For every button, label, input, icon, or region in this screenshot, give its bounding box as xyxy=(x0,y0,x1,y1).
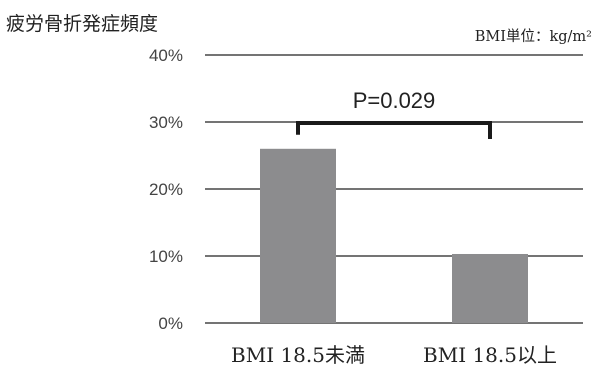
y-tick-label: 30% xyxy=(149,113,183,132)
x-tick-labels: BMI 18.5未満 BMI 18.5以上 xyxy=(231,343,557,367)
bar xyxy=(260,148,336,323)
unit-note: BMI単位：kg/m² xyxy=(475,28,592,45)
p-value-annotation: P=0.029 xyxy=(353,88,436,113)
bars xyxy=(260,148,528,323)
significance-bracket: P=0.029 xyxy=(296,88,492,139)
bracket-line xyxy=(296,121,492,139)
y-tick-label: 20% xyxy=(149,180,183,199)
bar xyxy=(452,253,528,323)
x-tick-label: BMI 18.5未満 xyxy=(231,343,365,367)
y-tick-label: 10% xyxy=(149,247,183,266)
y-axis-title: 疲労骨折発症頻度 xyxy=(6,13,158,35)
x-tick-label: BMI 18.5以上 xyxy=(423,343,557,367)
y-tick-label: 0% xyxy=(158,314,183,333)
y-tick-label: 40% xyxy=(149,46,183,65)
y-tick-labels: 0% 10% 20% 30% 40% xyxy=(149,46,183,333)
